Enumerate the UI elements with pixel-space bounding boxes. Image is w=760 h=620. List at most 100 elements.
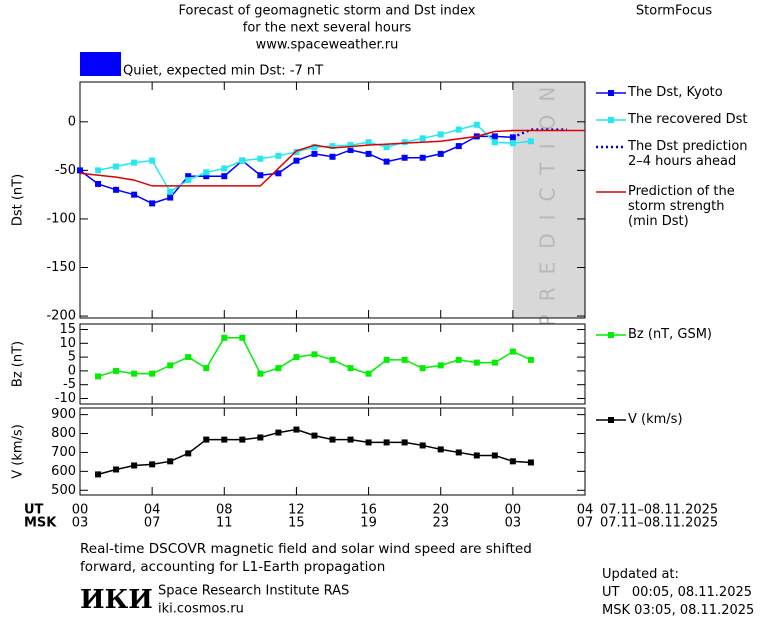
data-point [167, 362, 174, 369]
y-tick-label: 10 [59, 336, 76, 351]
data-point [257, 370, 264, 377]
data-point [113, 186, 120, 193]
data-point [365, 439, 372, 446]
data-point [77, 167, 83, 174]
data-point [95, 471, 102, 478]
data-point [131, 191, 138, 198]
y-tick-label: 0 [68, 114, 76, 129]
data-point [455, 356, 462, 363]
brand: StormFocus [636, 4, 712, 19]
data-point [275, 365, 282, 372]
data-point [131, 159, 138, 166]
data-point [95, 180, 102, 187]
data-point [419, 154, 426, 161]
data-point [95, 373, 102, 380]
data-point [347, 365, 354, 372]
y-tick-label: -150 [46, 260, 76, 275]
y-tick-label: -5 [63, 377, 76, 392]
data-point [293, 157, 300, 164]
x-tick-label: 07 [577, 516, 594, 531]
y-axis-label: V (km/s) [11, 424, 26, 479]
data-point [239, 436, 246, 443]
logo: ИКИ [80, 585, 153, 615]
data-point [527, 356, 534, 363]
x-tick-label: 20 [432, 503, 449, 518]
data-point [221, 334, 228, 341]
x-tick-label: 00 [505, 503, 522, 518]
data-point [509, 458, 516, 465]
data-point [203, 169, 210, 176]
legend-marker [608, 417, 614, 423]
data-point [185, 177, 192, 184]
data-point [455, 126, 462, 133]
data-point [221, 165, 228, 172]
y-tick-label: -50 [55, 163, 76, 178]
series-line [512, 128, 567, 139]
data-point [149, 157, 156, 164]
x-tick-label: 07 [144, 516, 161, 531]
data-point [419, 135, 426, 142]
x-tick-label: 04 [144, 503, 161, 518]
data-point [383, 439, 390, 446]
data-point [365, 370, 372, 377]
data-point [455, 449, 462, 456]
plot-frame [79, 407, 586, 496]
data-point [221, 436, 228, 443]
y-tick-label: 5 [68, 350, 76, 365]
data-point [185, 354, 192, 361]
data-point [149, 370, 156, 377]
x-axis-name: UT [24, 503, 44, 518]
data-point [419, 365, 426, 372]
quiet-label: Quiet, expected min Dst: -7 nT [123, 64, 323, 79]
data-point [383, 158, 390, 165]
data-point [365, 150, 372, 157]
y-tick-label: 700 [51, 445, 76, 460]
data-point [401, 139, 408, 146]
data-point [491, 359, 498, 366]
updated-msk: MSK 03:05, 08.11.2025 [602, 603, 755, 618]
prediction-label: PREDICTION [535, 74, 559, 327]
data-point [401, 356, 408, 363]
x-tick-label: 04 [577, 503, 594, 518]
data-point [275, 152, 282, 159]
data-point [311, 432, 318, 439]
data-point [185, 450, 192, 457]
data-point [257, 172, 264, 179]
data-point [473, 452, 480, 459]
title-line: for the next several hours [243, 21, 412, 36]
data-point [329, 143, 336, 150]
data-point [203, 365, 210, 372]
data-point [329, 356, 336, 363]
data-point [311, 351, 318, 358]
legend-label: The recovered Dst [628, 112, 748, 127]
x-tick-label: 03 [72, 516, 89, 531]
x-tick-label: 15 [288, 516, 305, 531]
data-point [491, 452, 498, 459]
series-line [79, 129, 585, 187]
x-tick-label: 08 [216, 503, 233, 518]
data-point [113, 466, 120, 473]
data-point [239, 334, 246, 341]
note: Real-time DSCOVR magnetic field and sola… [80, 541, 532, 575]
updated-ut: UT 00:05, 08.11.2025 [602, 585, 753, 600]
data-point [167, 194, 174, 201]
data-point [329, 436, 336, 443]
y-axis-label: Bz (nT) [11, 341, 26, 387]
data-point [437, 150, 444, 157]
y-tick-label: -100 [46, 211, 76, 226]
data-point [239, 157, 246, 164]
x-tick-label: 19 [360, 516, 377, 531]
data-point [113, 367, 120, 374]
data-point [149, 200, 156, 207]
x-axis-name: MSK [24, 516, 57, 531]
legend-label: The Dst prediction 2–4 hours ahead [628, 139, 748, 169]
legend-marker [608, 332, 614, 338]
data-point [437, 362, 444, 369]
updated-title: Updated at: [602, 567, 679, 582]
data-point [293, 426, 300, 433]
quiet-box [80, 52, 121, 76]
data-point [491, 133, 498, 140]
data-point [509, 348, 516, 355]
